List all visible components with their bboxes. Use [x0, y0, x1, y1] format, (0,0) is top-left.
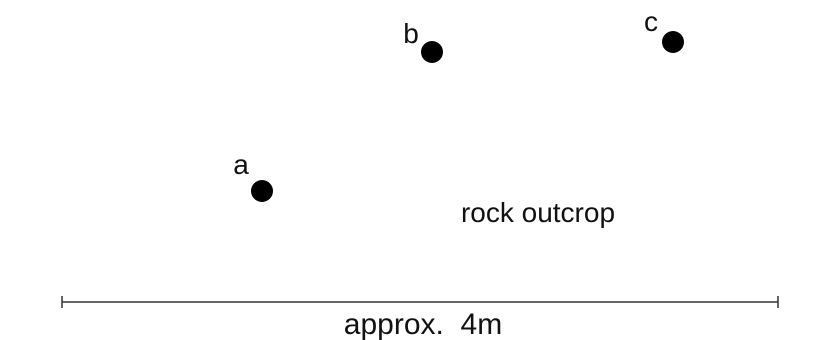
region-label: rock outcrop	[461, 197, 615, 228]
point-marker	[662, 31, 684, 53]
diagram: a b c rock outcrop approx. 4m	[0, 0, 818, 340]
point-label: c	[644, 6, 658, 37]
point-marker	[421, 41, 443, 63]
point-marker	[251, 180, 273, 202]
point-label: a	[233, 149, 249, 180]
scale-label: approx. 4m	[344, 308, 502, 340]
rock-shape	[12, 63, 818, 298]
point-label: b	[403, 18, 419, 49]
